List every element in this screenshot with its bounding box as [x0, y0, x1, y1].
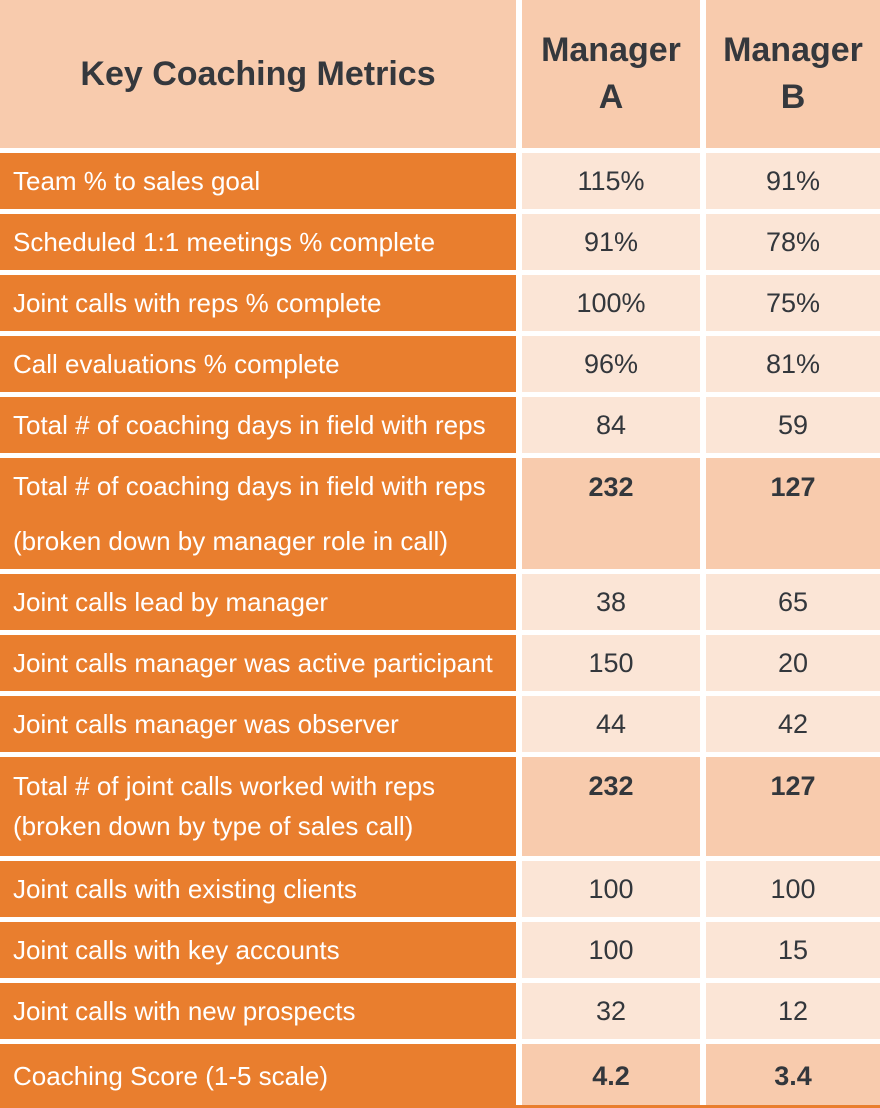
metric-label: Joint calls with existing clients	[13, 873, 357, 904]
metric-label: Joint calls manager was observer	[13, 708, 399, 739]
table-bottom-border	[0, 1105, 880, 1108]
manager-b-value-cell: 91%	[706, 153, 880, 209]
manager-a-value-cell: 150	[522, 635, 700, 691]
table-title: Key Coaching Metrics	[0, 0, 516, 148]
metric-label: Joint calls with key accounts	[13, 934, 340, 965]
manager-b-value-cell: 42	[706, 696, 880, 752]
metric-label-cell: Joint calls with existing clients	[0, 861, 516, 917]
metric-label: Total # of coaching days in field with r…	[13, 470, 486, 501]
manager-a-value-cell: 100	[522, 861, 700, 917]
manager-b-value-cell: 15	[706, 922, 880, 978]
manager-a-value-cell: 44	[522, 696, 700, 752]
manager-b-value-cell: 127	[706, 757, 880, 856]
manager-b-value-cell: 20	[706, 635, 880, 691]
metric-label-line2: (broken down by type of sales call)	[13, 811, 414, 841]
metric-label: Joint calls with new prospects	[13, 995, 356, 1026]
metric-label-cell: Call evaluations % complete	[0, 336, 516, 392]
metric-label-cell: Joint calls manager was observer	[0, 696, 516, 752]
metric-label-cell: Joint calls lead by manager	[0, 574, 516, 630]
metric-label: Joint calls manager was active participa…	[13, 647, 493, 678]
metric-label-cell: Total # of coaching days in field with r…	[0, 458, 516, 569]
metric-label: Call evaluations % complete	[13, 348, 340, 379]
metric-label: Scheduled 1:1 meetings % complete	[13, 226, 436, 257]
manager-a-value-cell: 84	[522, 397, 700, 453]
manager-a-value-cell: 232	[522, 458, 700, 569]
metric-label-cell: Scheduled 1:1 meetings % complete	[0, 214, 516, 270]
metric-label: Joint calls lead by manager	[13, 586, 329, 617]
manager-a-value-cell: 96%	[522, 336, 700, 392]
manager-a-value-cell: 100	[522, 922, 700, 978]
metric-label: Coaching Score (1-5 scale)	[13, 1060, 329, 1091]
manager-a-value-cell: 4.2	[522, 1044, 700, 1108]
metric-label-cell: Total # of joint calls worked with reps …	[0, 757, 516, 856]
manager-b-value-cell: 81%	[706, 336, 880, 392]
metric-label: Joint calls with reps % complete	[13, 287, 382, 318]
metric-label-cell: Team % to sales goal	[0, 153, 516, 209]
manager-a-value-cell: 100%	[522, 275, 700, 331]
metric-label-cell: Total # of coaching days in field with r…	[0, 397, 516, 453]
column-header-manager-a: Manager A	[522, 0, 700, 148]
manager-b-value-cell: 127	[706, 458, 880, 569]
metric-label-cell: Joint calls manager was active participa…	[0, 635, 516, 691]
manager-a-value-cell: 91%	[522, 214, 700, 270]
column-header-manager-b: Manager B	[706, 0, 880, 148]
metric-label-cell: Joint calls with reps % complete	[0, 275, 516, 331]
manager-b-value-cell: 100	[706, 861, 880, 917]
manager-b-value-cell: 59	[706, 397, 880, 453]
metric-label-cell: Joint calls with key accounts	[0, 922, 516, 978]
metric-label: Total # of coaching days in field with r…	[13, 409, 486, 440]
metric-label: Team % to sales goal	[13, 165, 261, 196]
manager-a-value-cell: 232	[522, 757, 700, 856]
metric-label-cell: Joint calls with new prospects	[0, 983, 516, 1039]
manager-b-value-cell: 78%	[706, 214, 880, 270]
metric-label: Total # of joint calls worked with reps	[13, 771, 435, 801]
manager-b-value-cell: 75%	[706, 275, 880, 331]
manager-a-value-cell: 115%	[522, 153, 700, 209]
manager-b-value-cell: 65	[706, 574, 880, 630]
manager-a-value-cell: 32	[522, 983, 700, 1039]
metric-label-line2: (broken down by manager role in call)	[13, 525, 448, 556]
manager-b-value-cell: 3.4	[706, 1044, 880, 1108]
manager-b-value-cell: 12	[706, 983, 880, 1039]
manager-a-value-cell: 38	[522, 574, 700, 630]
metric-label-cell: Coaching Score (1-5 scale)	[0, 1044, 516, 1108]
